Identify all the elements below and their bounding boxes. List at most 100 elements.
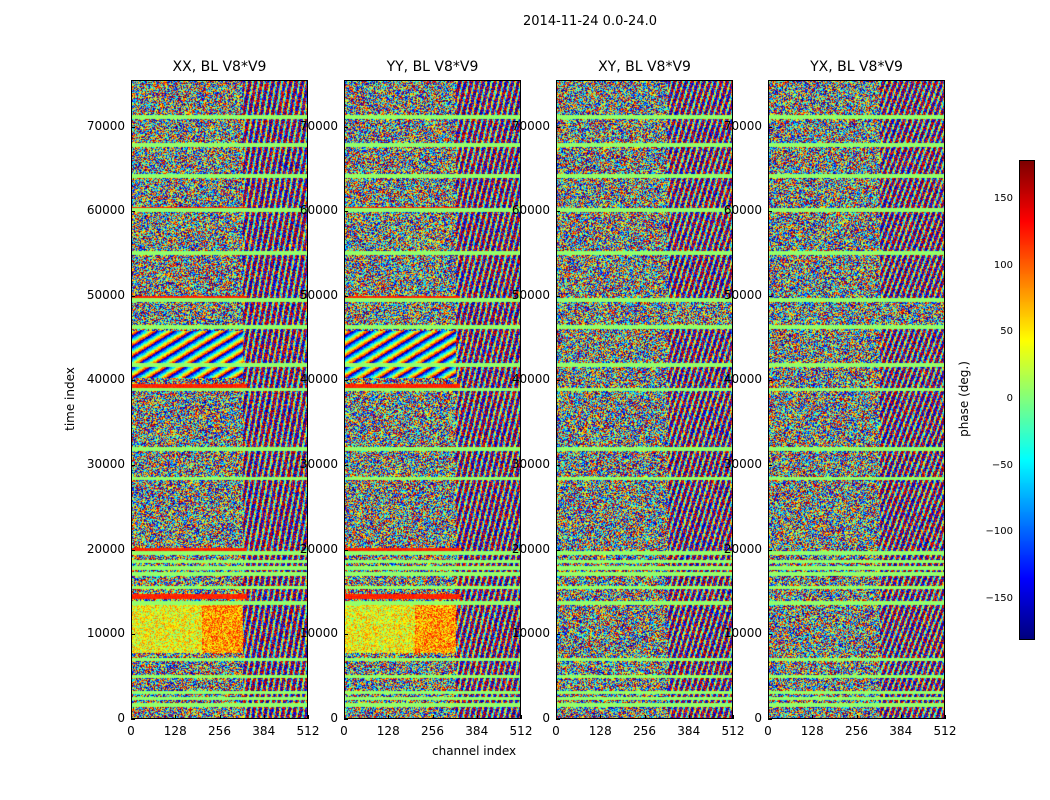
y-tick-mark [344, 295, 348, 297]
y-tick-mark [344, 380, 348, 382]
colorbar-tick-label: −50 [991, 459, 1013, 471]
x-tick-label: 384 [889, 724, 913, 738]
x-tick-label: 512 [296, 724, 320, 738]
y-tick-label: 20000 [86, 541, 125, 556]
y-tick-mark [556, 380, 560, 382]
panel-title-xx: XX, BL V8*V9 [172, 59, 267, 75]
y-tick-label: 60000 [723, 203, 762, 218]
x-tick-label: 256 [845, 724, 868, 738]
y-tick-label: 0 [330, 711, 338, 725]
y-tick-label: 0 [117, 711, 125, 725]
x-tick-label: 384 [677, 724, 701, 738]
y-tick-mark [344, 634, 348, 636]
y-tick-label: 20000 [511, 541, 550, 556]
y-tick-label: 0 [542, 711, 550, 725]
x-tick-label: 256 [208, 724, 231, 738]
y-tick-label: 10000 [86, 626, 125, 641]
x-tick-label: 128 [588, 724, 612, 738]
y-tick-mark [556, 465, 560, 467]
y-tick-mark [768, 380, 772, 382]
x-tick-label: 512 [509, 724, 533, 738]
x-tick-label: 0 [764, 724, 772, 738]
x-tick-label: 128 [800, 724, 824, 738]
x-tick-label: 0 [552, 724, 560, 738]
y-tick-mark [131, 380, 135, 382]
y-tick-label: 60000 [511, 203, 550, 218]
y-tick-mark [768, 126, 772, 128]
y-tick-label: 60000 [86, 203, 125, 218]
x-tick-mark [945, 715, 946, 719]
x-tick-label: 0 [127, 724, 135, 738]
x-tick-label: 128 [376, 724, 400, 738]
x-tick-mark [900, 715, 902, 719]
y-tick-mark [344, 126, 348, 128]
y-tick-mark [344, 465, 348, 467]
y-axis-label: time index [62, 367, 77, 431]
x-tick-mark [175, 715, 177, 719]
y-tick-mark [131, 211, 135, 213]
y-tick-label: 30000 [511, 457, 550, 472]
x-tick-mark [219, 715, 221, 719]
colorbar-gradient [1020, 161, 1034, 639]
x-tick-mark [600, 715, 602, 719]
x-tick-label: 384 [465, 724, 489, 738]
x-tick-label: 256 [633, 724, 656, 738]
y-tick-label: 0 [754, 711, 762, 725]
y-tick-label: 60000 [299, 203, 338, 218]
x-tick-mark [812, 715, 814, 719]
colorbar [1019, 160, 1035, 640]
panel-title-yx: YX, BL V8*V9 [810, 59, 903, 75]
y-tick-label: 40000 [299, 372, 338, 387]
y-tick-mark [556, 295, 560, 297]
y-tick-mark [768, 211, 772, 213]
panel-title-yy: YY, BL V8*V9 [386, 59, 479, 75]
y-tick-mark [131, 126, 135, 128]
heatmap-panel-xy [556, 80, 733, 719]
x-tick-label: 0 [340, 724, 348, 738]
x-tick-mark [556, 715, 557, 719]
y-tick-mark [556, 126, 560, 128]
phase-heatmap-xx [132, 81, 307, 718]
heatmap-panel-yx [768, 80, 945, 719]
x-axis-label: channel index [432, 744, 517, 758]
y-tick-mark [131, 295, 135, 297]
x-tick-mark [688, 715, 690, 719]
x-tick-mark [768, 715, 769, 719]
y-tick-mark [768, 634, 772, 636]
y-tick-label: 10000 [511, 626, 550, 641]
y-tick-label: 70000 [723, 118, 762, 133]
y-tick-mark [131, 634, 135, 636]
y-tick-label: 30000 [723, 457, 762, 472]
colorbar-tick-label: 0 [1006, 393, 1013, 404]
x-tick-mark [388, 715, 390, 719]
y-tick-mark [556, 211, 560, 213]
y-tick-mark [556, 719, 560, 720]
y-tick-label: 50000 [723, 287, 762, 302]
x-tick-label: 128 [163, 724, 187, 738]
x-tick-mark [733, 715, 734, 719]
x-tick-mark [856, 715, 858, 719]
phase-heatmap-yx [769, 81, 944, 718]
y-tick-mark [768, 465, 772, 467]
x-tick-mark [476, 715, 478, 719]
x-tick-mark [521, 715, 522, 719]
y-tick-label: 70000 [299, 118, 338, 133]
y-tick-label: 30000 [299, 457, 338, 472]
colorbar-label: phase (deg.) [956, 361, 971, 437]
colorbar-tick-label: 50 [1000, 326, 1013, 338]
y-tick-label: 10000 [723, 626, 762, 641]
y-tick-label: 70000 [511, 118, 550, 133]
y-tick-label: 50000 [299, 287, 338, 302]
x-tick-mark [263, 715, 265, 719]
y-tick-mark [556, 549, 560, 551]
x-tick-mark [131, 715, 132, 719]
y-tick-mark [768, 295, 772, 297]
x-tick-mark [308, 715, 309, 719]
x-tick-label: 384 [252, 724, 276, 738]
y-tick-mark [768, 719, 772, 720]
y-tick-label: 40000 [723, 372, 762, 387]
y-tick-mark [131, 549, 135, 551]
colorbar-tick-label: 150 [993, 193, 1013, 204]
y-tick-label: 30000 [86, 457, 125, 472]
x-tick-label: 512 [933, 724, 957, 738]
